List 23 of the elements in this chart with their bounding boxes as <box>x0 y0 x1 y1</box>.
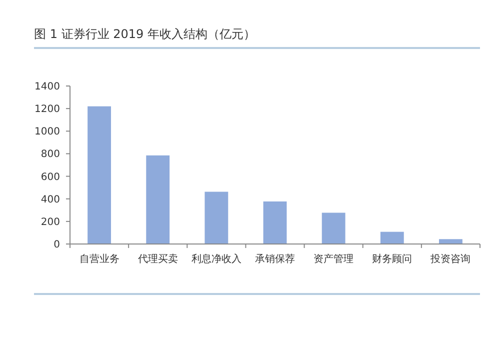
y-tick-label: 800 <box>40 149 60 160</box>
bar <box>263 201 287 244</box>
bar <box>439 239 462 244</box>
x-tick-label: 代理买卖 <box>136 253 178 265</box>
x-tick-label: 利息净收入 <box>191 253 242 265</box>
bar <box>322 212 346 244</box>
y-tick-label: 200 <box>40 216 60 228</box>
x-tick-label: 投资咨询 <box>430 253 471 265</box>
bar <box>88 106 111 244</box>
y-tick-label: 400 <box>40 194 60 206</box>
x-tick-label: 自营业务 <box>79 253 120 265</box>
chart-title: 图 1 证券行业 2019 年收入结构（亿元） <box>34 27 256 41</box>
x-tick-label: 资产管理 <box>314 253 354 265</box>
x-tick-label: 财务顾问 <box>372 253 412 265</box>
y-tick-label: 1200 <box>34 104 60 116</box>
bar <box>204 192 228 244</box>
y-tick-label: 600 <box>40 172 60 183</box>
bar <box>146 155 170 244</box>
bar <box>380 232 404 244</box>
x-tick-label: 承销保荐 <box>255 253 295 265</box>
y-tick-label: 1000 <box>34 126 60 138</box>
y-tick-label: 1400 <box>34 82 60 92</box>
y-tick-label: 0 <box>54 240 60 250</box>
